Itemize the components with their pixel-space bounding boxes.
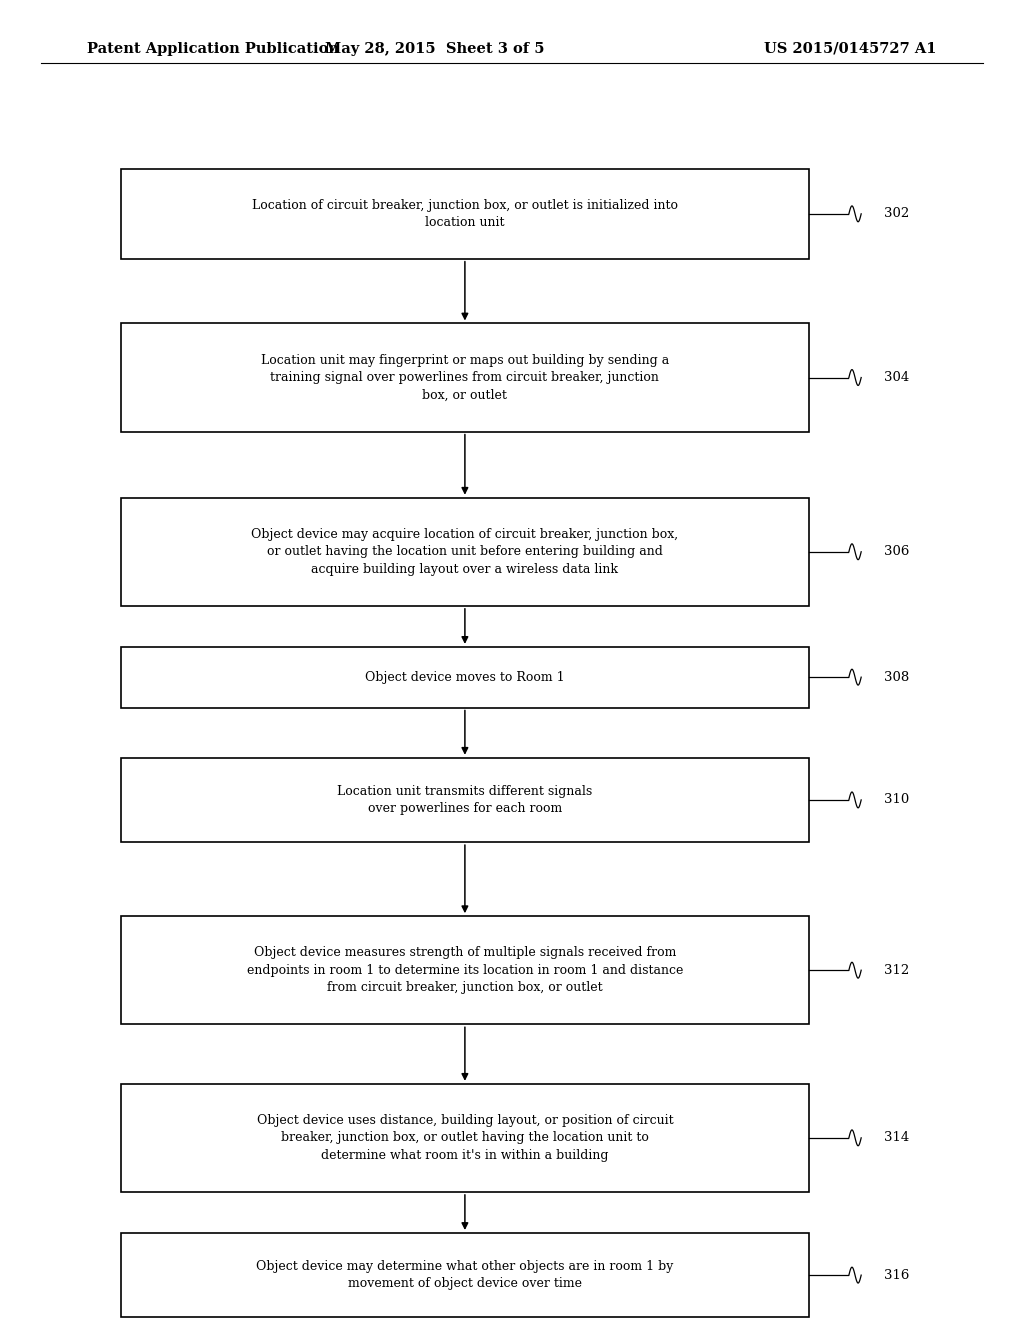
Text: Location unit may fingerprint or maps out building by sending a
training signal : Location unit may fingerprint or maps ou… (261, 354, 669, 401)
Text: 308: 308 (884, 671, 909, 684)
Text: US 2015/0145727 A1: US 2015/0145727 A1 (765, 42, 937, 55)
Text: 306: 306 (884, 545, 909, 558)
Text: Patent Application Publication: Patent Application Publication (87, 42, 339, 55)
Bar (121, 1084, 809, 1192)
Text: Object device measures strength of multiple signals received from
endpoints in r: Object device measures strength of multi… (247, 946, 683, 994)
Bar (121, 498, 809, 606)
Text: May 28, 2015  Sheet 3 of 5: May 28, 2015 Sheet 3 of 5 (326, 42, 545, 55)
Text: 314: 314 (884, 1131, 909, 1144)
Bar (121, 647, 809, 708)
Text: Object device moves to Room 1: Object device moves to Room 1 (366, 671, 564, 684)
Text: Location unit transmits different signals
over powerlines for each room: Location unit transmits different signal… (337, 784, 593, 816)
Bar (121, 169, 809, 259)
Bar (121, 323, 809, 432)
Text: 312: 312 (884, 964, 909, 977)
Text: Object device uses distance, building layout, or position of circuit
breaker, ju: Object device uses distance, building la… (257, 1114, 673, 1162)
Text: Object device may acquire location of circuit breaker, junction box,
or outlet h: Object device may acquire location of ci… (251, 528, 679, 576)
Text: 302: 302 (884, 207, 909, 220)
Bar (121, 1233, 809, 1317)
Text: 310: 310 (884, 793, 909, 807)
Bar (121, 916, 809, 1024)
Text: 316: 316 (884, 1269, 909, 1282)
Bar (121, 758, 809, 842)
Text: Location of circuit breaker, junction box, or outlet is initialized into
locatio: Location of circuit breaker, junction bo… (252, 198, 678, 230)
Text: 304: 304 (884, 371, 909, 384)
Text: Object device may determine what other objects are in room 1 by
movement of obje: Object device may determine what other o… (256, 1259, 674, 1291)
